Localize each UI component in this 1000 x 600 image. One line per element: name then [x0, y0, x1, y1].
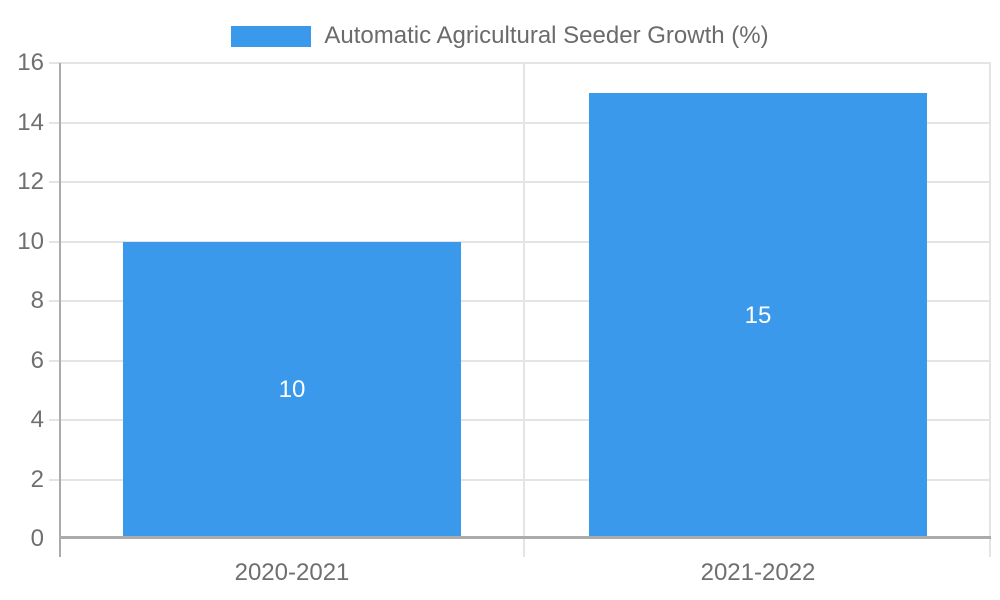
- h-gridline: [49, 478, 991, 481]
- x-tick-label: 2021-2022: [700, 559, 816, 586]
- y-tick-label: 0: [30, 525, 44, 552]
- h-gridline: [49, 181, 991, 183]
- h-gridline: [49, 240, 991, 243]
- y-tick-label: 12: [17, 168, 44, 195]
- h-gridline: [49, 359, 991, 362]
- plot-area: 10 15: [49, 62, 991, 557]
- y-tick-label: 2: [30, 465, 44, 493]
- x-axis-line: [59, 536, 991, 539]
- v-gridline: [989, 63, 991, 557]
- y-axis-line: [59, 63, 61, 557]
- chart-legend: Automatic Agricultural Seeder Growth (%): [0, 22, 1000, 50]
- y-tick-label: 4: [30, 406, 44, 433]
- v-gridline: [523, 63, 525, 557]
- y-tick-label: 8: [30, 287, 44, 314]
- bar: 10: [123, 241, 461, 539]
- y-tick-label: 14: [17, 108, 44, 136]
- y-tick-label: 6: [30, 346, 44, 374]
- x-tick-label: 2020-2021: [234, 559, 350, 586]
- legend-label: Automatic Agricultural Seeder Growth (%): [324, 22, 769, 49]
- y-tick-label: 16: [17, 49, 44, 76]
- legend-swatch: [231, 25, 312, 47]
- h-gridline: [49, 419, 991, 421]
- y-tick-label: 10: [17, 227, 44, 255]
- h-gridline: [49, 121, 991, 124]
- h-gridline: [49, 62, 991, 64]
- bar-value-label: 15: [744, 301, 772, 329]
- bar-value-label: 10: [278, 376, 306, 404]
- h-gridline: [49, 300, 991, 302]
- bar: 15: [589, 92, 927, 539]
